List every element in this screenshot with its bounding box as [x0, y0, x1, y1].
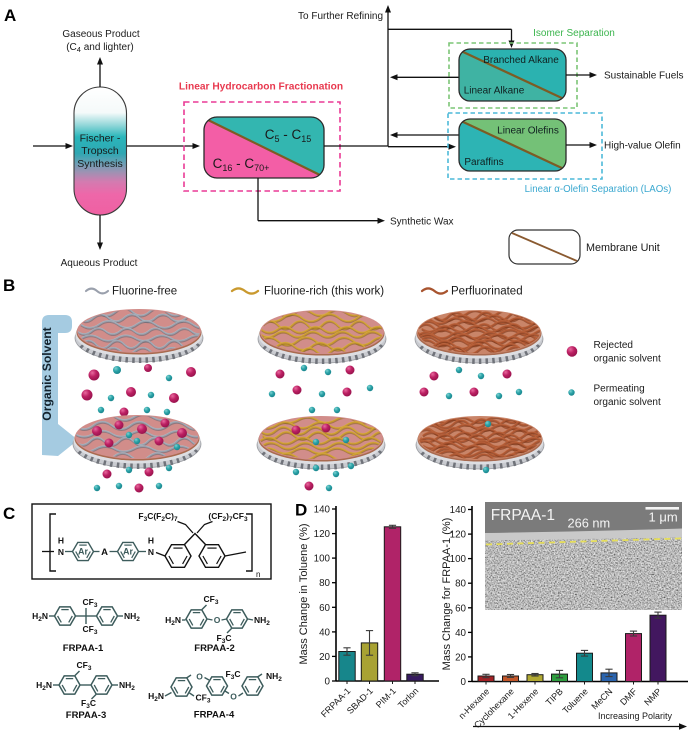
svg-text:Mass Change in Toluene (%): Mass Change in Toluene (%)	[298, 523, 310, 664]
svg-text:Branched Alkane: Branched Alkane	[483, 55, 559, 66]
svg-text:Membrane Unit: Membrane Unit	[586, 242, 660, 254]
svg-text:O: O	[196, 672, 203, 682]
svg-text:Permeating: Permeating	[594, 384, 645, 395]
svg-text:O: O	[230, 692, 237, 702]
svg-text:B: B	[3, 276, 15, 295]
svg-text:H: H	[148, 536, 154, 546]
svg-text:A: A	[101, 547, 108, 558]
svg-text:Mass Change for FRPAA-1 (%): Mass Change for FRPAA-1 (%)	[441, 518, 453, 671]
svg-text:N: N	[148, 547, 154, 557]
svg-text:120: 120	[450, 530, 467, 541]
svg-text:140: 140	[450, 505, 467, 516]
svg-text:Synthesis: Synthesis	[77, 158, 123, 170]
svg-text:Rejected: Rejected	[594, 340, 633, 351]
svg-text:Gaseous Product: Gaseous Product	[62, 29, 139, 40]
svg-text:FRPAA-4: FRPAA-4	[194, 710, 235, 721]
svg-text:Aqueous Product: Aqueous Product	[61, 258, 138, 269]
svg-text:organic solvent: organic solvent	[594, 354, 661, 365]
svg-text:H2N: H2N	[148, 691, 164, 703]
svg-text:120: 120	[314, 529, 331, 540]
svg-text:NH2: NH2	[124, 611, 140, 623]
svg-text:FRPAA-1: FRPAA-1	[491, 507, 555, 524]
svg-text:(CF2)7CF3: (CF2)7CF3	[208, 511, 248, 523]
svg-text:F3C(F2C)7: F3C(F2C)7	[138, 511, 178, 523]
svg-text:20: 20	[319, 652, 330, 663]
svg-text:Increasing Polarity: Increasing Polarity	[598, 711, 673, 721]
svg-text:organic solvent: organic solvent	[594, 397, 661, 408]
svg-text:FRPAA-3: FRPAA-3	[66, 710, 106, 721]
svg-text:Fluorine-free: Fluorine-free	[112, 286, 177, 298]
svg-text:60: 60	[455, 603, 466, 614]
svg-text:Linear α-Olefin Separation (LA: Linear α-Olefin Separation (LAOs)	[525, 184, 672, 195]
svg-text:D: D	[295, 501, 307, 520]
svg-text:FRPAA-2: FRPAA-2	[194, 643, 234, 654]
svg-text:F3C: F3C	[81, 698, 96, 710]
svg-text:H2N: H2N	[36, 680, 52, 692]
svg-text:Fluorine-rich (this work): Fluorine-rich (this work)	[264, 286, 384, 298]
svg-text:Tropsch: Tropsch	[81, 145, 119, 157]
svg-text:100: 100	[314, 554, 331, 565]
svg-text:N: N	[58, 547, 64, 557]
svg-text:Organic Solvent: Organic Solvent	[40, 327, 54, 420]
svg-text:FRPAA-1: FRPAA-1	[63, 643, 104, 654]
svg-text:Synthetic Wax: Synthetic Wax	[390, 216, 454, 227]
svg-text:140: 140	[314, 505, 331, 516]
svg-text:Paraffins: Paraffins	[464, 157, 503, 168]
svg-text:20: 20	[455, 652, 466, 663]
svg-text:(C4 and lighter): (C4 and lighter)	[66, 42, 134, 54]
svg-text:Ar: Ar	[78, 547, 88, 557]
svg-text:F3C: F3C	[226, 669, 241, 681]
svg-text:Isomer Separation: Isomer Separation	[533, 28, 615, 39]
svg-text:266 nm: 266 nm	[568, 516, 611, 531]
svg-text:40: 40	[319, 627, 330, 638]
svg-text:C: C	[3, 504, 15, 523]
svg-text:40: 40	[455, 628, 466, 639]
svg-text:100: 100	[450, 554, 467, 565]
svg-text:NH2: NH2	[266, 671, 282, 683]
svg-text:80: 80	[455, 579, 466, 590]
svg-text:O: O	[214, 615, 221, 625]
svg-text:H2N: H2N	[165, 615, 181, 627]
svg-text:H: H	[58, 536, 64, 546]
svg-text:Fischer -: Fischer -	[80, 133, 121, 145]
svg-text:0: 0	[461, 677, 467, 688]
svg-text:1 μm: 1 μm	[649, 510, 678, 525]
svg-text:NH2: NH2	[254, 615, 270, 627]
svg-text:To Further Refining: To Further Refining	[298, 11, 383, 22]
svg-text:80: 80	[319, 578, 330, 589]
svg-text:n: n	[256, 570, 260, 579]
svg-text:Perfluorinated: Perfluorinated	[451, 286, 523, 298]
svg-text:H2N: H2N	[32, 611, 48, 623]
svg-text:0: 0	[325, 677, 331, 688]
svg-text:A: A	[4, 6, 16, 25]
svg-text:Linear Alkane: Linear Alkane	[464, 86, 525, 97]
svg-text:Linear Olefins: Linear Olefins	[497, 126, 559, 137]
svg-text:Linear Hydrocarbon Fractionati: Linear Hydrocarbon Fractionation	[179, 82, 343, 93]
svg-text:NH2: NH2	[119, 680, 135, 692]
svg-text:Ar: Ar	[123, 547, 133, 557]
svg-text:60: 60	[319, 603, 330, 614]
svg-text:F3C: F3C	[217, 633, 232, 645]
svg-text:High-value Olefin: High-value Olefin	[604, 141, 681, 152]
svg-text:Sustainable Fuels: Sustainable Fuels	[604, 71, 684, 82]
